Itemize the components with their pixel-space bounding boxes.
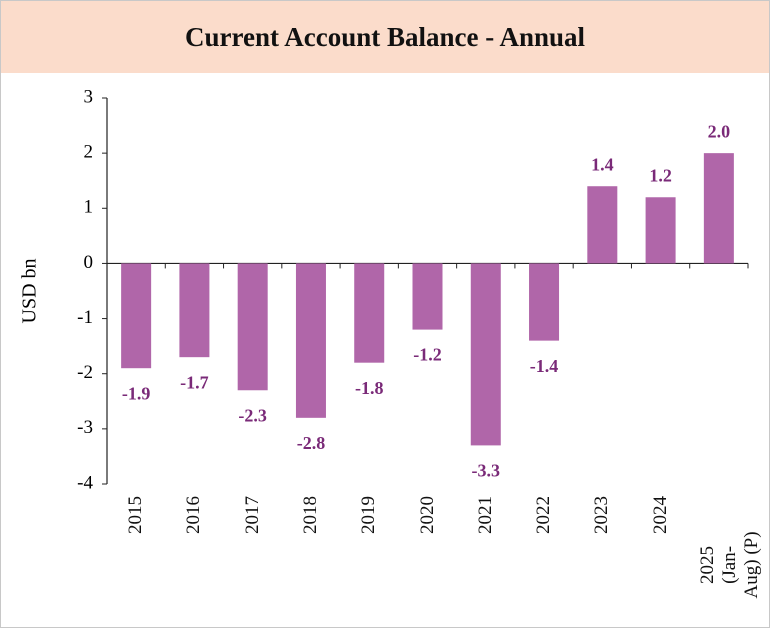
bar bbox=[295, 263, 326, 418]
bar bbox=[412, 263, 443, 330]
x-tick-label: 2024 bbox=[649, 496, 671, 534]
value-label: 1.2 bbox=[649, 165, 672, 185]
x-tick-label: 2023 bbox=[591, 496, 613, 534]
x-tick-label: 2018 bbox=[299, 496, 321, 534]
bar bbox=[237, 263, 268, 391]
value-label: -3.3 bbox=[472, 461, 501, 481]
y-tick-label: 2 bbox=[84, 142, 94, 163]
x-tick-label: 2017 bbox=[241, 496, 263, 534]
x-tick-label: 2016 bbox=[183, 496, 205, 534]
y-tick-label: -3 bbox=[77, 417, 93, 438]
y-tick-label: -4 bbox=[77, 472, 93, 493]
x-tick-label: 2015 bbox=[125, 496, 147, 534]
y-tick-label: -2 bbox=[77, 362, 93, 383]
y-tick-label: -1 bbox=[77, 307, 93, 328]
bar bbox=[587, 186, 618, 264]
chart-title: Current Account Balance - Annual bbox=[1, 1, 769, 73]
value-label: -1.8 bbox=[355, 378, 384, 398]
value-label: -1.4 bbox=[530, 356, 559, 376]
x-tick-label: 2022 bbox=[533, 496, 555, 534]
value-label: 2.0 bbox=[708, 121, 731, 141]
bar bbox=[645, 197, 676, 264]
y-tick-label: 1 bbox=[84, 197, 94, 218]
y-tick-label: 3 bbox=[84, 86, 94, 107]
bar bbox=[354, 263, 385, 363]
value-label: -2.8 bbox=[297, 433, 326, 453]
x-tick-label: 2019 bbox=[358, 496, 380, 534]
bar bbox=[529, 263, 560, 341]
x-tick-label: 2021 bbox=[474, 496, 496, 534]
y-axis-label: USD bn bbox=[19, 258, 41, 323]
bar bbox=[470, 263, 501, 446]
value-label: -1.9 bbox=[122, 383, 151, 403]
value-label: -1.2 bbox=[413, 345, 442, 365]
value-label: -2.3 bbox=[238, 405, 267, 425]
bar bbox=[179, 263, 210, 358]
y-tick-label: 0 bbox=[84, 252, 94, 273]
bar bbox=[703, 153, 734, 264]
x-tick-label: 2025 (Jan-Aug) (P) bbox=[696, 531, 762, 599]
value-label: 1.4 bbox=[591, 154, 614, 174]
bar bbox=[121, 263, 152, 369]
value-label: -1.7 bbox=[180, 372, 209, 392]
x-tick-label: 2020 bbox=[416, 496, 438, 534]
